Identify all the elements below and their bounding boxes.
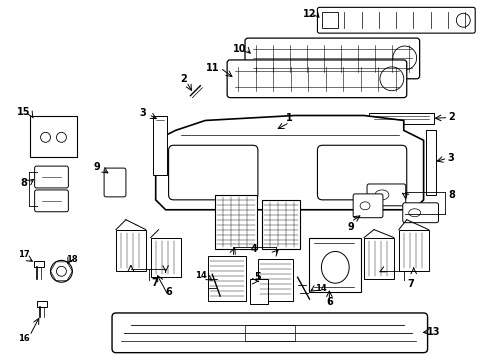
Text: 6: 6 [326,297,333,307]
Bar [369,113,434,125]
FancyBboxPatch shape [169,145,258,200]
Bar [426,130,436,195]
Bar [399,230,429,271]
FancyBboxPatch shape [318,145,407,200]
Bar [215,195,257,249]
Text: 14: 14 [196,271,207,280]
Text: 10: 10 [233,44,247,54]
Bar [116,230,146,271]
Circle shape [393,46,416,70]
Text: 16: 16 [18,334,29,343]
Text: 15: 15 [17,107,30,117]
Bar [153,116,167,175]
Text: 8: 8 [20,178,27,188]
FancyBboxPatch shape [35,166,69,188]
Text: 11: 11 [205,63,219,73]
FancyBboxPatch shape [367,184,406,206]
Bar [364,238,394,279]
Text: 13: 13 [427,327,441,337]
Ellipse shape [375,190,389,200]
Text: 7: 7 [407,279,414,289]
FancyBboxPatch shape [227,60,407,98]
Ellipse shape [360,202,370,210]
Bar [310,238,361,292]
Bar [250,279,268,304]
FancyBboxPatch shape [104,168,126,197]
Text: 9: 9 [94,162,100,172]
Bar [208,256,246,301]
Text: 18: 18 [66,255,77,264]
Text: 7: 7 [151,278,158,288]
Bar [37,301,47,307]
Bar [322,12,338,28]
Text: 1: 1 [286,113,293,123]
FancyBboxPatch shape [403,203,439,223]
FancyBboxPatch shape [245,38,419,79]
PathPatch shape [156,116,424,210]
Text: 12: 12 [303,9,316,19]
Bar [245,325,294,341]
Ellipse shape [321,251,349,283]
Ellipse shape [409,209,420,217]
Text: 9: 9 [348,222,355,231]
Bar [258,260,293,301]
Text: 2: 2 [448,112,455,122]
FancyBboxPatch shape [318,7,475,33]
Text: 5: 5 [254,272,261,282]
Text: 3: 3 [140,108,146,117]
FancyBboxPatch shape [112,313,428,353]
FancyBboxPatch shape [35,190,69,212]
Bar [34,261,44,267]
Text: 6: 6 [165,287,172,297]
Circle shape [56,266,66,276]
Text: 4: 4 [250,244,257,255]
Bar [151,238,180,277]
Text: 14: 14 [316,284,327,293]
Text: 3: 3 [447,153,454,163]
Circle shape [456,13,470,27]
Text: 8: 8 [448,190,455,200]
Bar [262,200,299,249]
FancyBboxPatch shape [353,194,383,218]
Text: 2: 2 [180,74,187,84]
Circle shape [56,132,66,142]
Text: 17: 17 [18,250,29,259]
Circle shape [41,132,50,142]
Circle shape [380,67,404,91]
Circle shape [50,260,73,282]
Bar [30,116,77,157]
